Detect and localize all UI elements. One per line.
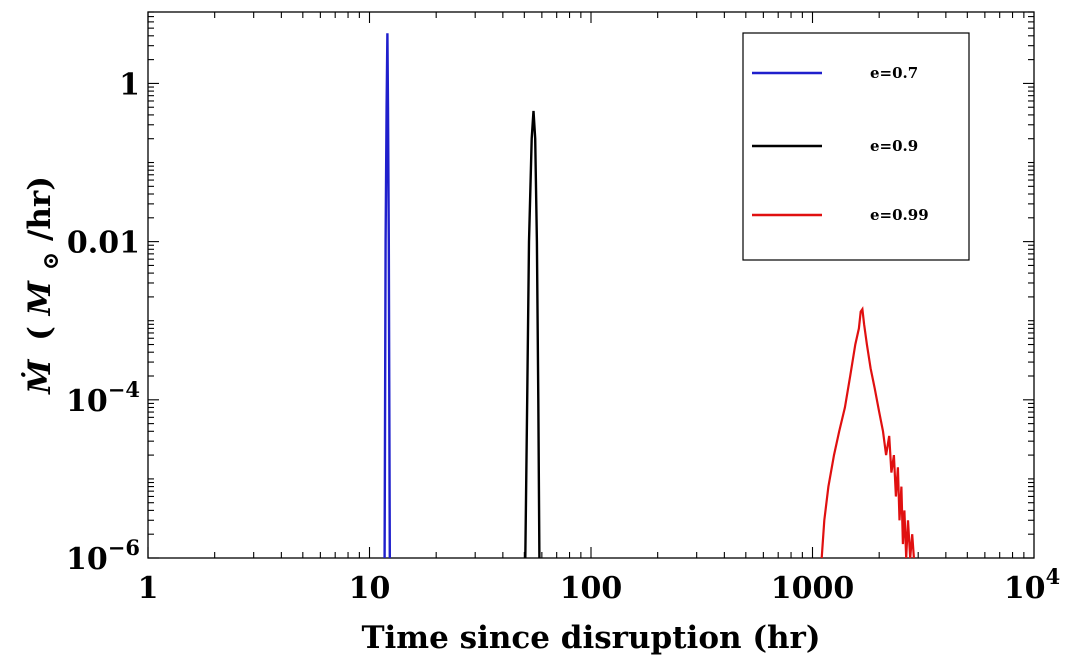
y-tick-label: 1 (119, 67, 140, 102)
y-axis-open: ( (22, 326, 58, 341)
y-axis-symbol: Ṁ (20, 358, 58, 395)
legend-label-e07: e=0.7 (870, 64, 918, 82)
y-tick-label: 10−6 (66, 535, 140, 577)
y-tick-label: 10−4 (66, 377, 140, 419)
series-line-2 (820, 306, 915, 559)
legend-label-e099: e=0.99 (870, 206, 929, 224)
x-tick-label: 10 (349, 571, 391, 606)
x-tick-label: 1 (138, 571, 159, 606)
tick-labels: 1 10 100 1000 104 10−6 10−4 0.01 1 (66, 67, 1060, 606)
x-axis-title: Time since disruption (hr) (361, 620, 820, 656)
series-line-0 (383, 33, 391, 559)
y-axis-unit-symbol: M (22, 279, 58, 316)
y-axis-title: Ṁ ( M ⊙ /hr) (20, 176, 66, 395)
series-line-1 (524, 110, 541, 559)
axis-ticks (147, 11, 1034, 559)
y-tick-label: 0.01 (67, 226, 140, 261)
svg-text:Ṁ ( M ⊙: Ṁ ( M ⊙ /hr) (20, 176, 66, 395)
legend-label-e09: e=0.9 (870, 137, 918, 155)
x-tick-label: 1000 (771, 571, 855, 606)
y-axis-unit-sub: ⊙ (38, 252, 64, 270)
legend: e=0.7 e=0.9 e=0.99 (742, 32, 970, 261)
y-axis-close: /hr) (22, 176, 58, 241)
x-tick-label: 100 (560, 571, 623, 606)
x-tick-label: 104 (1004, 564, 1060, 606)
series-layer (383, 33, 915, 559)
